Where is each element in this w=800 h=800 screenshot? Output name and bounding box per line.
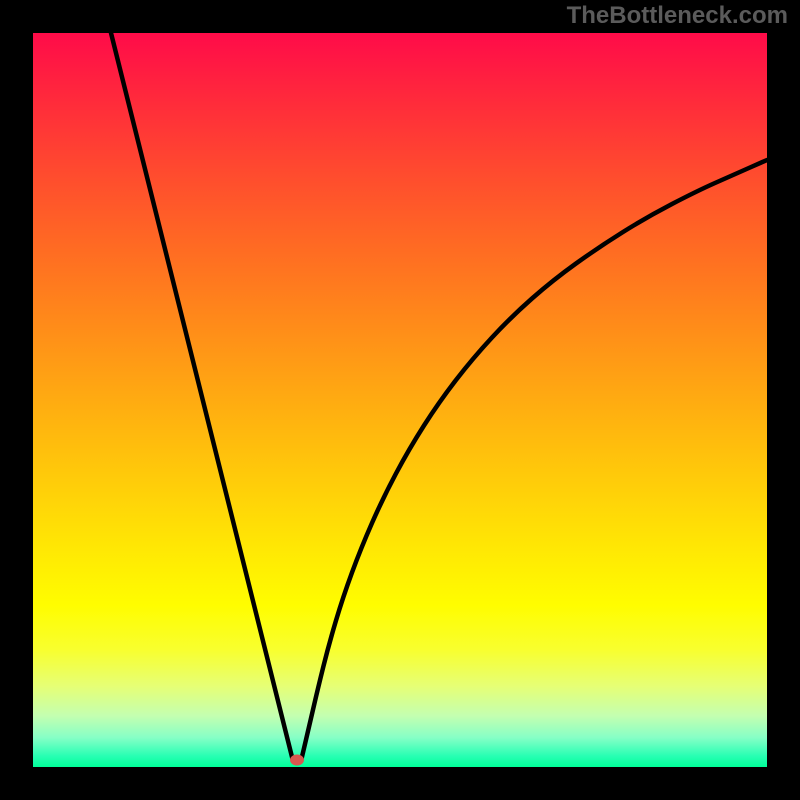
watermark-text: TheBottleneck.com xyxy=(567,2,788,30)
bottleneck-curve xyxy=(33,33,767,767)
minimum-marker xyxy=(290,755,304,766)
plot-area xyxy=(33,33,767,767)
